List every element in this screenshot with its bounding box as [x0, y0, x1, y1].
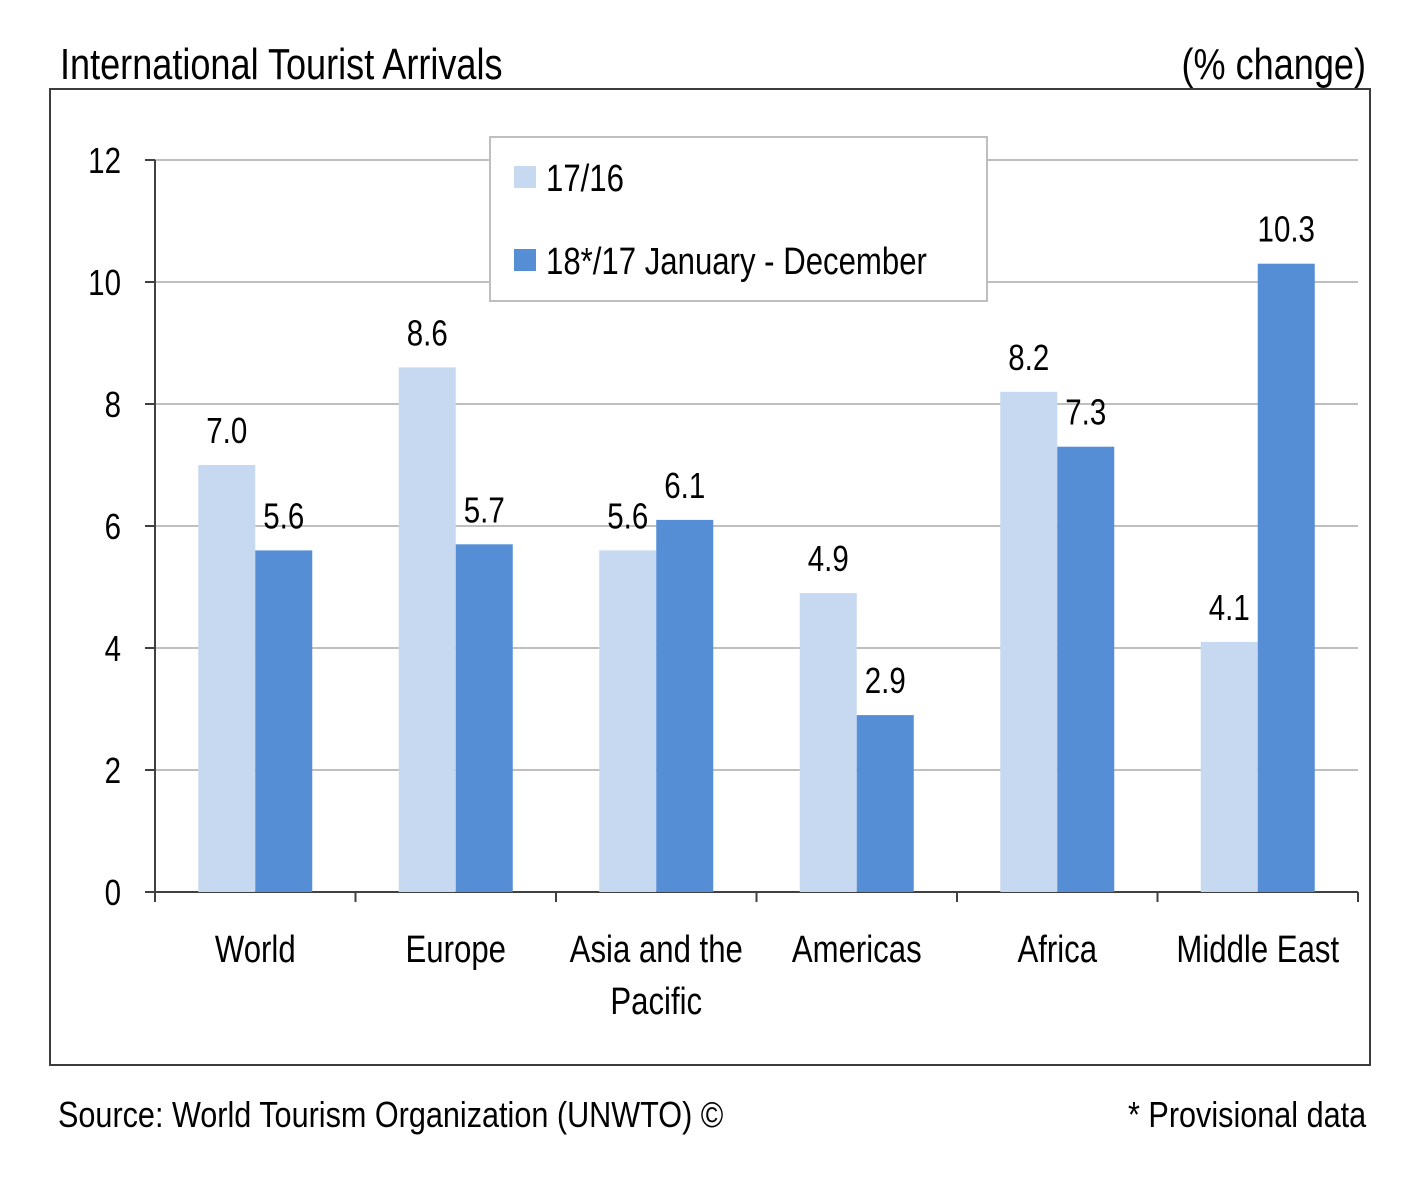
legend-label: 18*/17 January - December — [546, 241, 927, 283]
bar-series1 — [599, 550, 657, 892]
bar-series2 — [255, 550, 313, 892]
x-category-label: Pacific — [610, 981, 702, 1023]
legend-label: 17/16 — [546, 158, 624, 200]
x-category-label: Middle East — [1176, 929, 1339, 971]
bar-series2 — [656, 519, 714, 892]
data-label: 5.6 — [263, 496, 304, 536]
chart-title: International Tourist Arrivals — [60, 40, 503, 89]
data-label: 7.3 — [1065, 392, 1106, 432]
provisional-note: * Provisional data — [1127, 1094, 1366, 1135]
x-category-label: Europe — [406, 929, 506, 971]
data-label: 6.1 — [664, 465, 705, 505]
y-tick-label: 2 — [105, 750, 121, 790]
data-label: 8.2 — [1008, 337, 1049, 377]
data-label: 7.0 — [206, 410, 247, 450]
chart-unit: (% change) — [1181, 40, 1366, 89]
data-label: 4.1 — [1209, 587, 1250, 627]
y-tick-label: 0 — [105, 872, 121, 912]
source-note: Source: World Tourism Organization (UNWT… — [58, 1094, 724, 1135]
y-tick-label: 8 — [105, 384, 121, 424]
data-label: 5.6 — [607, 496, 648, 536]
bar-series2 — [1257, 263, 1315, 892]
bar-series2 — [455, 544, 513, 892]
bar-series1 — [398, 367, 456, 892]
legend-box — [489, 136, 988, 302]
y-tick-label: 10 — [88, 262, 121, 302]
bar-series1 — [198, 465, 256, 892]
data-label: 5.7 — [464, 489, 505, 529]
legend-swatch — [514, 249, 536, 271]
y-tick-label: 4 — [105, 628, 121, 668]
data-label: 2.9 — [865, 660, 906, 700]
bar-series1 — [1000, 391, 1058, 892]
x-category-label: Africa — [1017, 929, 1097, 971]
legend-swatch — [514, 166, 536, 188]
x-category-label: Asia and the — [570, 929, 743, 971]
y-tick-label: 6 — [105, 506, 121, 546]
bar-series2 — [856, 715, 914, 892]
chart-frame — [49, 88, 1371, 1066]
bar-series2 — [1057, 446, 1115, 892]
data-label: 4.9 — [808, 538, 849, 578]
data-label: 8.6 — [407, 313, 448, 353]
y-tick-label: 12 — [88, 140, 121, 180]
x-category-label: World — [215, 929, 296, 971]
x-category-label: Americas — [792, 929, 922, 971]
bar-series1 — [1200, 641, 1258, 892]
data-label: 10.3 — [1258, 209, 1315, 249]
bar-series1 — [799, 593, 857, 892]
